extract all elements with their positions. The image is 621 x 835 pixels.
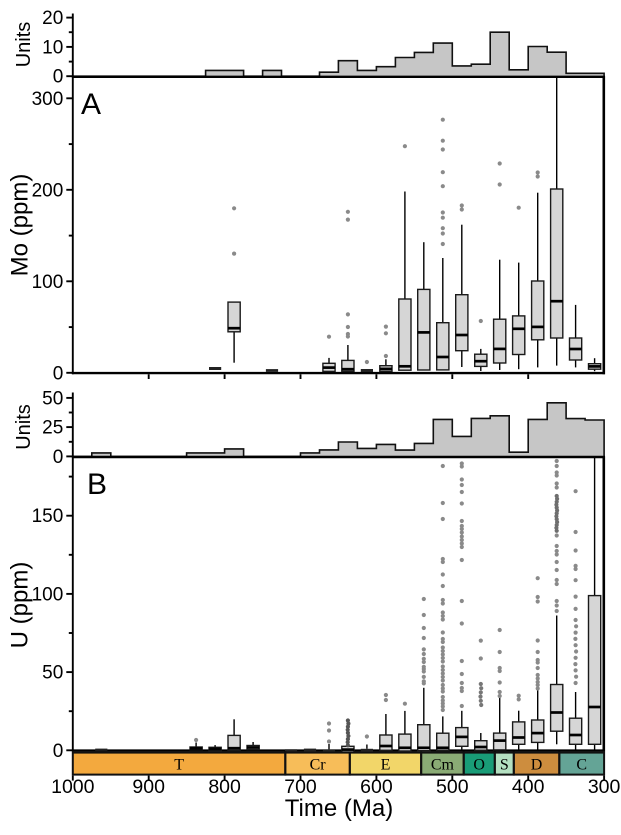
- svg-text:100: 100: [32, 272, 64, 293]
- svg-text:100: 100: [32, 584, 64, 605]
- svg-text:O: O: [473, 756, 485, 773]
- svg-text:10: 10: [42, 37, 63, 58]
- svg-text:50: 50: [42, 388, 63, 409]
- svg-text:Units: Units: [13, 404, 35, 450]
- svg-text:20: 20: [42, 8, 63, 29]
- svg-text:A: A: [81, 88, 101, 121]
- svg-text:Cr: Cr: [310, 756, 327, 773]
- svg-text:900: 900: [132, 776, 165, 798]
- svg-text:700: 700: [284, 776, 317, 798]
- svg-text:300: 300: [588, 776, 621, 798]
- svg-text:E: E: [381, 756, 391, 773]
- svg-text:D: D: [531, 756, 543, 773]
- svg-text:B: B: [87, 468, 107, 501]
- svg-text:500: 500: [436, 776, 469, 798]
- svg-text:200: 200: [32, 180, 64, 201]
- svg-text:800: 800: [208, 776, 241, 798]
- svg-text:S: S: [500, 756, 509, 773]
- svg-text:0: 0: [53, 741, 64, 762]
- svg-text:Units: Units: [13, 22, 35, 68]
- svg-text:25: 25: [42, 418, 63, 439]
- svg-text:Mo (ppm): Mo (ppm): [7, 174, 34, 277]
- svg-text:600: 600: [360, 776, 393, 798]
- svg-text:U (ppm): U (ppm): [7, 562, 34, 649]
- svg-text:T: T: [174, 756, 184, 773]
- svg-text:C: C: [576, 756, 587, 773]
- svg-text:0: 0: [53, 363, 64, 384]
- svg-text:Cm: Cm: [431, 756, 455, 773]
- svg-text:300: 300: [32, 89, 64, 110]
- svg-text:150: 150: [32, 506, 64, 527]
- svg-text:1000: 1000: [51, 776, 95, 798]
- svg-text:0: 0: [53, 447, 64, 468]
- svg-text:400: 400: [512, 776, 545, 798]
- svg-text:0: 0: [53, 67, 64, 88]
- svg-text:50: 50: [42, 663, 63, 684]
- svg-text:Time (Ma): Time (Ma): [285, 795, 393, 822]
